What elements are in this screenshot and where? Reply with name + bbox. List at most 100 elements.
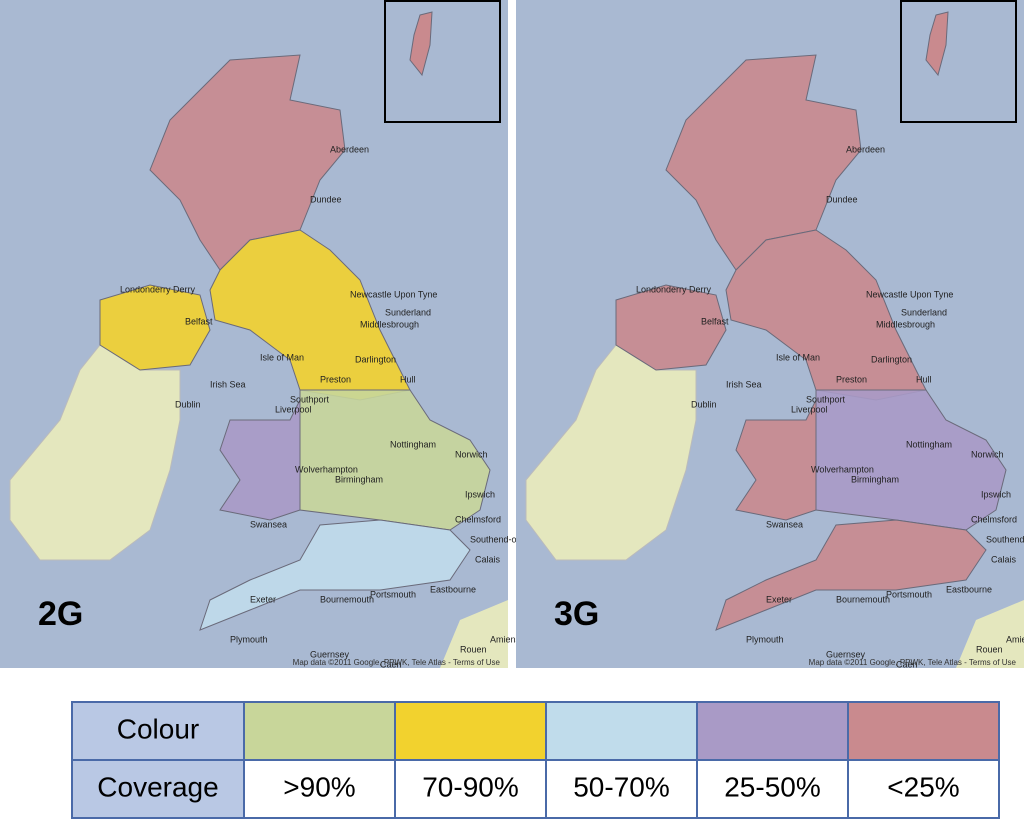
france — [956, 600, 1024, 668]
place-label: Isle of Man — [776, 352, 820, 362]
shetland — [409, 11, 433, 77]
inset-box — [384, 0, 501, 123]
place-label: Plymouth — [230, 634, 268, 644]
attribution: Map data ©2011 Google, PPWK, Tele Atlas … — [809, 658, 1017, 667]
region — [199, 519, 471, 631]
place-label: Bournemouth — [320, 594, 374, 604]
place-label: Plymouth — [746, 634, 784, 644]
place-label: Sunderland — [385, 307, 431, 317]
place-label: Calais — [991, 554, 1017, 564]
place-label: Guernsey — [310, 649, 350, 659]
legend-cell — [696, 759, 849, 819]
place-label: Chelmsford — [971, 514, 1017, 524]
place-label: Dublin — [691, 399, 717, 409]
place-label: Nottingham — [390, 439, 436, 449]
place-label: Wolverhampton — [295, 464, 358, 474]
region — [615, 284, 727, 371]
place-label: Swansea — [250, 519, 287, 529]
place-label: Preston — [836, 374, 867, 384]
place-label: Belfast — [185, 316, 213, 326]
legend-swatch — [545, 701, 698, 761]
panel-label: 2G — [38, 595, 83, 633]
place-label: Caen — [896, 659, 918, 669]
place-label: Middlesbrough — [876, 319, 935, 329]
region — [99, 284, 211, 371]
legend-label: 70-90% — [422, 771, 519, 802]
place-label: Darlington — [355, 354, 396, 364]
place-label: Birmingham — [335, 474, 383, 484]
ireland — [525, 344, 697, 561]
place-label: Norwich — [455, 449, 488, 459]
place-label: Hull — [916, 374, 932, 384]
panel-label: 3G — [554, 595, 599, 633]
place-label: Isle of Man — [260, 352, 304, 362]
place-label: Exeter — [250, 594, 276, 604]
region — [815, 389, 1007, 531]
place-label: Portsmouth — [370, 589, 416, 599]
place-label: Londonderry Derry — [120, 284, 196, 294]
place-label: Ipswich — [465, 489, 495, 499]
place-label: Ipswich — [981, 489, 1011, 499]
place-label: Swansea — [766, 519, 803, 529]
place-label: Liverpool — [791, 404, 828, 414]
header-cell — [71, 701, 245, 761]
place-label: Wolverhampton — [811, 464, 874, 474]
place-label: Liverpool — [275, 404, 312, 414]
place-label: Hull — [400, 374, 416, 384]
place-label: Newcastle Upon Tyne — [350, 289, 437, 299]
place-label: Irish Sea — [726, 379, 762, 389]
place-label: Belfast — [701, 316, 729, 326]
place-label: Southport — [290, 394, 330, 404]
place-label: Darlington — [871, 354, 912, 364]
place-label: Irish Sea — [210, 379, 246, 389]
france — [440, 600, 508, 668]
legend-swatch — [394, 701, 547, 761]
place-label: Southend-on-Sea — [986, 534, 1024, 544]
place-label: Amiens — [490, 634, 521, 644]
place-label: Dundee — [826, 194, 858, 204]
place-label: Londonderry Derry — [636, 284, 712, 294]
place-label: Calais — [475, 554, 501, 564]
place-label: Southport — [806, 394, 846, 404]
place-label: Eastbourne — [946, 584, 992, 594]
ireland — [9, 344, 181, 561]
place-label: Middlesbrough — [360, 319, 419, 329]
place-label: Guernsey — [826, 649, 866, 659]
header-text: Colour — [117, 713, 199, 744]
legend-swatch — [847, 701, 1000, 761]
legend-label: 50-70% — [573, 771, 670, 802]
legend-label: >90% — [283, 771, 355, 802]
place-label: Aberdeen — [330, 144, 369, 154]
legend-cell — [847, 759, 1000, 819]
place-label: Eastbourne — [430, 584, 476, 594]
place-label: Sunderland — [901, 307, 947, 317]
place-label: Rouen — [976, 644, 1003, 654]
place-label: Newcastle Upon Tyne — [866, 289, 953, 299]
place-label: Amiens — [1006, 634, 1024, 644]
place-label: Birmingham — [851, 474, 899, 484]
attribution: Map data ©2011 Google, PPWK, Tele Atlas … — [293, 658, 501, 667]
place-label: Chelmsford — [455, 514, 501, 524]
map-panel: Aberdeen Dundee Newcastle Upon Tyne Sunderl… — [0, 0, 541, 669]
place-label: Norwich — [971, 449, 1004, 459]
legend-cell — [243, 759, 396, 819]
place-label: Exeter — [766, 594, 792, 604]
place-label: Dublin — [175, 399, 201, 409]
place-label: Portsmouth — [886, 589, 932, 599]
place-label: Nottingham — [906, 439, 952, 449]
inset-box — [900, 0, 1017, 123]
place-label: Bournemouth — [836, 594, 890, 604]
legend-label: <25% — [887, 771, 959, 802]
place-label: Southend-on-Sea — [470, 534, 541, 544]
legend-label: 25-50% — [724, 771, 821, 802]
place-label: Rouen — [460, 644, 487, 654]
place-label: Caen — [380, 659, 402, 669]
place-label: Aberdeen — [846, 144, 885, 154]
legend-cell — [394, 759, 547, 819]
place-label: Preston — [320, 374, 351, 384]
region — [299, 389, 491, 531]
region — [715, 519, 987, 631]
legend-swatch — [696, 701, 849, 761]
header-text: Coverage — [97, 771, 218, 802]
